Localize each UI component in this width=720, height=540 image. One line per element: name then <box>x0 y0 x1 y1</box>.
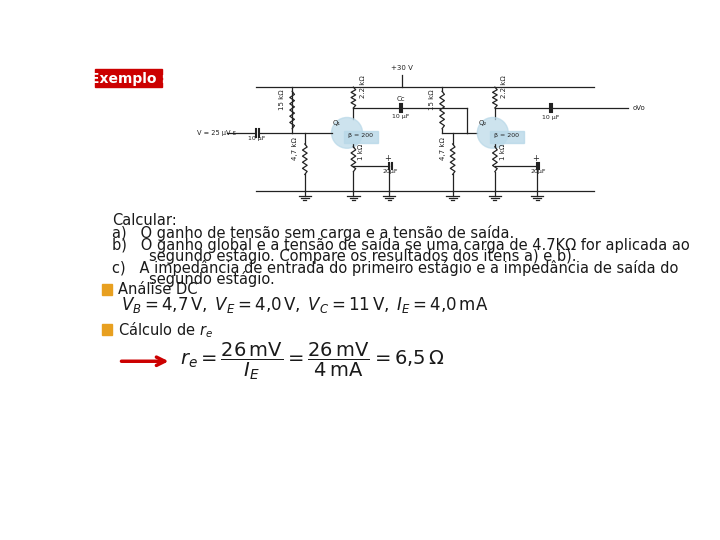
Text: $r_e = \dfrac{26\,\mathrm{mV}}{I_E} = \dfrac{26\,\mathrm{mV}}{4\,\mathrm{mA}} = : $r_e = \dfrac{26\,\mathrm{mV}}{I_E} = \d… <box>180 341 444 382</box>
Text: 2.2 kΩ: 2.2 kΩ <box>360 75 366 98</box>
Text: segundo estágio.: segundo estágio. <box>112 271 274 287</box>
Text: Análise DC: Análise DC <box>118 282 197 297</box>
FancyBboxPatch shape <box>102 284 112 295</box>
Text: 15 kΩ: 15 kΩ <box>279 90 285 110</box>
Text: +: + <box>384 153 391 163</box>
FancyBboxPatch shape <box>102 325 112 335</box>
Text: oVo: oVo <box>632 105 645 111</box>
Text: 4,7 kΩ: 4,7 kΩ <box>292 137 298 160</box>
Text: 20μF: 20μF <box>382 169 398 174</box>
Text: 20μF: 20μF <box>530 169 546 174</box>
Text: a)   O ganho de tensão sem carga e a tensão de saída.: a) O ganho de tensão sem carga e a tensã… <box>112 225 514 241</box>
Text: 4,7 kΩ: 4,7 kΩ <box>440 137 446 160</box>
Text: V = 25 μV s: V = 25 μV s <box>197 130 236 136</box>
Text: b)   O ganho global e a tensão de saída se uma carga de 4.7KΩ for aplicada ao: b) O ganho global e a tensão de saída se… <box>112 237 690 253</box>
Circle shape <box>477 118 508 148</box>
Text: Q₁: Q₁ <box>333 120 341 126</box>
Text: Exemplo :: Exemplo : <box>89 72 166 86</box>
Text: 1 kΩ: 1 kΩ <box>500 144 505 160</box>
Text: c)   A impedância de entrada do primeiro estágio e a impedância de saída do: c) A impedância de entrada do primeiro e… <box>112 260 678 276</box>
Text: +: + <box>532 153 539 163</box>
Text: β = 200: β = 200 <box>348 133 374 138</box>
Text: Cc: Cc <box>397 96 405 102</box>
Text: 2.2 kΩ: 2.2 kΩ <box>501 75 507 98</box>
Text: Calcular:: Calcular: <box>112 213 176 228</box>
Text: 10 μF: 10 μF <box>392 114 410 119</box>
FancyBboxPatch shape <box>490 131 523 143</box>
FancyBboxPatch shape <box>344 131 378 143</box>
Text: Q₂: Q₂ <box>479 120 487 126</box>
Text: 10 μF: 10 μF <box>248 136 266 141</box>
Text: 10 μF: 10 μF <box>542 114 560 120</box>
FancyBboxPatch shape <box>94 70 162 87</box>
Circle shape <box>331 118 363 148</box>
Text: 15 kΩ: 15 kΩ <box>429 90 435 110</box>
Text: Cálculo de $r_e$: Cálculo de $r_e$ <box>118 320 213 340</box>
Text: segundo estágio. Compare os resultados dos itens a) e b).: segundo estágio. Compare os resultados d… <box>112 248 576 264</box>
Text: 1 kΩ: 1 kΩ <box>358 144 364 160</box>
Text: +30 V: +30 V <box>391 65 413 71</box>
Text: $V_B = 4{,}7\,\mathrm{V},\;V_E = 4{,}0\,\mathrm{V},\;V_C = 11\,\mathrm{V},\;I_E : $V_B = 4{,}7\,\mathrm{V},\;V_E = 4{,}0\,… <box>121 295 488 315</box>
Text: β = 200: β = 200 <box>494 133 519 138</box>
